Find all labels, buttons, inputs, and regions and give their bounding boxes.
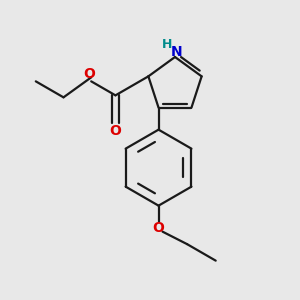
Text: N: N [171, 45, 183, 59]
Text: O: O [110, 124, 122, 138]
Text: O: O [153, 221, 164, 235]
Text: O: O [83, 67, 95, 81]
Text: H: H [162, 38, 172, 52]
